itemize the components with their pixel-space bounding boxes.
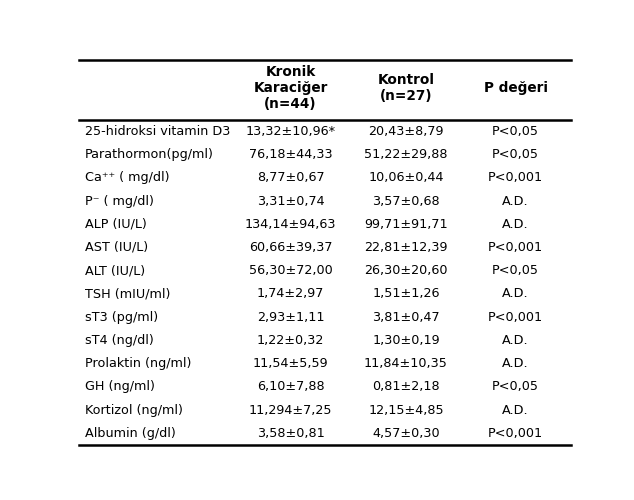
Text: 13,32±10,96*: 13,32±10,96* [245, 125, 335, 138]
Text: P değeri: P değeri [484, 81, 548, 95]
Text: ALP (IU/L): ALP (IU/L) [85, 218, 147, 230]
Text: A.D.: A.D. [502, 404, 529, 416]
Text: P<0,001: P<0,001 [488, 172, 543, 184]
Text: 25-hidroksi vitamin D3: 25-hidroksi vitamin D3 [85, 125, 231, 138]
Text: Parathormon(pg/ml): Parathormon(pg/ml) [85, 148, 214, 161]
Text: 134,14±94,63: 134,14±94,63 [245, 218, 336, 230]
Text: 2,93±1,11: 2,93±1,11 [257, 310, 324, 324]
Text: 12,15±4,85: 12,15±4,85 [368, 404, 444, 416]
Text: 11,294±7,25: 11,294±7,25 [249, 404, 332, 416]
Text: P<0,001: P<0,001 [488, 310, 543, 324]
Text: GH (ng/ml): GH (ng/ml) [85, 380, 155, 394]
Text: P<0,05: P<0,05 [492, 125, 539, 138]
Text: ALT (IU/L): ALT (IU/L) [85, 264, 145, 277]
Text: 56,30±72,00: 56,30±72,00 [249, 264, 332, 277]
Text: sT3 (pg/ml): sT3 (pg/ml) [85, 310, 158, 324]
Text: 0,81±2,18: 0,81±2,18 [372, 380, 440, 394]
Text: 3,81±0,47: 3,81±0,47 [372, 310, 440, 324]
Text: A.D.: A.D. [502, 357, 529, 370]
Text: 3,31±0,74: 3,31±0,74 [257, 194, 325, 207]
Text: TSH (mIU/ml): TSH (mIU/ml) [85, 288, 171, 300]
Text: Prolaktin (ng/ml): Prolaktin (ng/ml) [85, 357, 191, 370]
Text: 99,71±91,71: 99,71±91,71 [364, 218, 448, 230]
Text: P<0,05: P<0,05 [492, 264, 539, 277]
Text: P<0,001: P<0,001 [488, 241, 543, 254]
Text: 1,51±1,26: 1,51±1,26 [372, 288, 440, 300]
Text: P⁻ ( mg/dl): P⁻ ( mg/dl) [85, 194, 154, 207]
Text: 1,74±2,97: 1,74±2,97 [257, 288, 324, 300]
Text: Kortizol (ng/ml): Kortizol (ng/ml) [85, 404, 183, 416]
Text: 1,22±0,32: 1,22±0,32 [257, 334, 324, 347]
Text: P<0,05: P<0,05 [492, 380, 539, 394]
Text: 22,81±12,39: 22,81±12,39 [365, 241, 448, 254]
Text: 11,54±5,59: 11,54±5,59 [253, 357, 328, 370]
Text: 11,84±10,35: 11,84±10,35 [364, 357, 448, 370]
Text: P<0,001: P<0,001 [488, 427, 543, 440]
Text: A.D.: A.D. [502, 218, 529, 230]
Text: 10,06±0,44: 10,06±0,44 [368, 172, 444, 184]
Text: 1,30±0,19: 1,30±0,19 [372, 334, 440, 347]
Text: 8,77±0,67: 8,77±0,67 [257, 172, 325, 184]
Text: A.D.: A.D. [502, 334, 529, 347]
Text: 60,66±39,37: 60,66±39,37 [249, 241, 332, 254]
Text: A.D.: A.D. [502, 194, 529, 207]
Text: Kontrol
(n=27): Kontrol (n=27) [377, 73, 434, 103]
Text: 6,10±7,88: 6,10±7,88 [257, 380, 325, 394]
Text: Albumin (g/dl): Albumin (g/dl) [85, 427, 176, 440]
Text: 3,58±0,81: 3,58±0,81 [257, 427, 325, 440]
Text: 51,22±29,88: 51,22±29,88 [365, 148, 448, 161]
Text: Kronik
Karaciğer
(n=44): Kronik Karaciğer (n=44) [254, 64, 328, 111]
Text: sT4 (ng/dl): sT4 (ng/dl) [85, 334, 154, 347]
Text: 76,18±44,33: 76,18±44,33 [249, 148, 332, 161]
Text: AST (IU/L): AST (IU/L) [85, 241, 148, 254]
Text: 3,57±0,68: 3,57±0,68 [372, 194, 440, 207]
Text: Ca⁺⁺ ( mg/dl): Ca⁺⁺ ( mg/dl) [85, 172, 170, 184]
Text: P<0,05: P<0,05 [492, 148, 539, 161]
Text: 26,30±20,60: 26,30±20,60 [365, 264, 448, 277]
Text: A.D.: A.D. [502, 288, 529, 300]
Text: 4,57±0,30: 4,57±0,30 [372, 427, 440, 440]
Text: 20,43±8,79: 20,43±8,79 [368, 125, 444, 138]
